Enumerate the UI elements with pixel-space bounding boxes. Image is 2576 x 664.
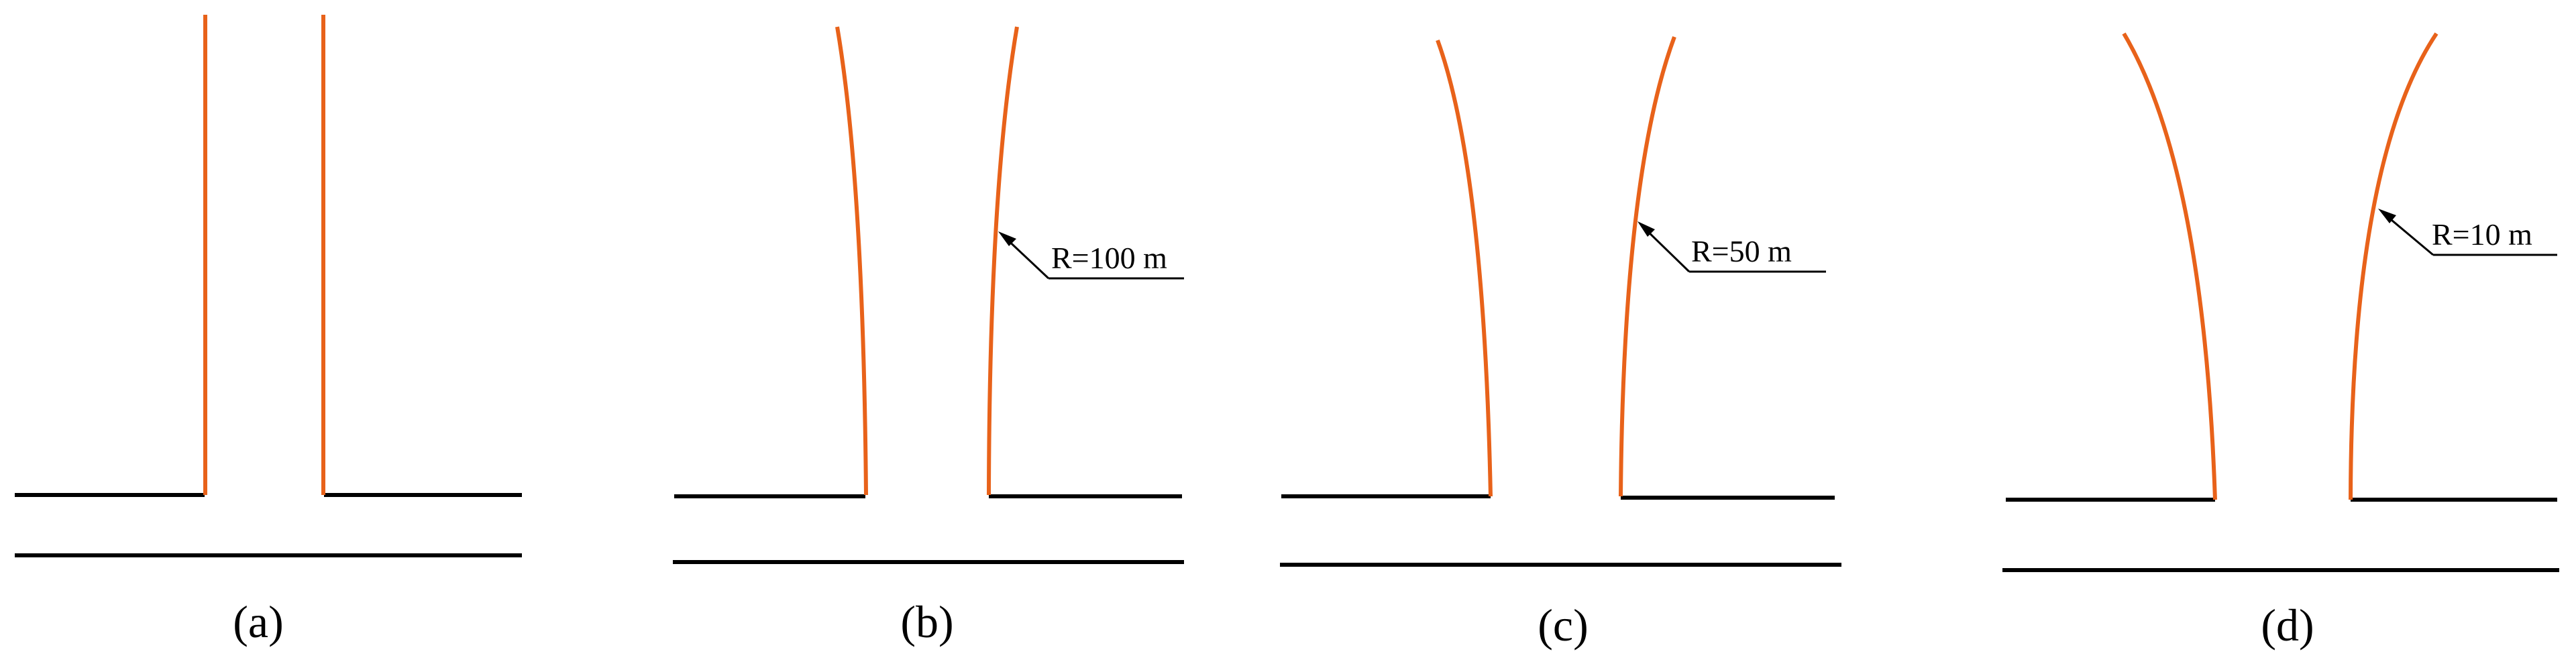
- radius-arrowhead-icon: [998, 231, 1016, 246]
- branch-left-wall: [2122, 32, 2217, 500]
- panel-label-c: (c): [1538, 600, 1588, 651]
- branch-left-wall: [835, 26, 868, 496]
- radius-label: R=100 m: [1051, 241, 1167, 275]
- panel-b: R=100 m (b): [673, 26, 1184, 647]
- panel-label-a: (a): [233, 596, 283, 647]
- branch-right-wall: [1619, 36, 1676, 497]
- branch-right-wall: [2349, 32, 2438, 500]
- panel-label-b: (b): [900, 596, 953, 647]
- branch-left-wall: [1436, 39, 1493, 497]
- branch-right-wall: [987, 26, 1019, 496]
- panel-label-d: (d): [2261, 600, 2314, 651]
- radius-leader-arrow-line: [1642, 225, 1690, 273]
- radius-arrowhead-icon: [1638, 221, 1655, 237]
- radius-label: R=50 m: [1691, 234, 1792, 268]
- panel-a: (a): [15, 15, 522, 647]
- panel-c: R=50 m (c): [1280, 36, 1841, 651]
- panel-d: R=10 m (d): [2002, 32, 2559, 651]
- radius-label: R=10 m: [2432, 217, 2532, 252]
- radius-arrowhead-icon: [2378, 209, 2396, 223]
